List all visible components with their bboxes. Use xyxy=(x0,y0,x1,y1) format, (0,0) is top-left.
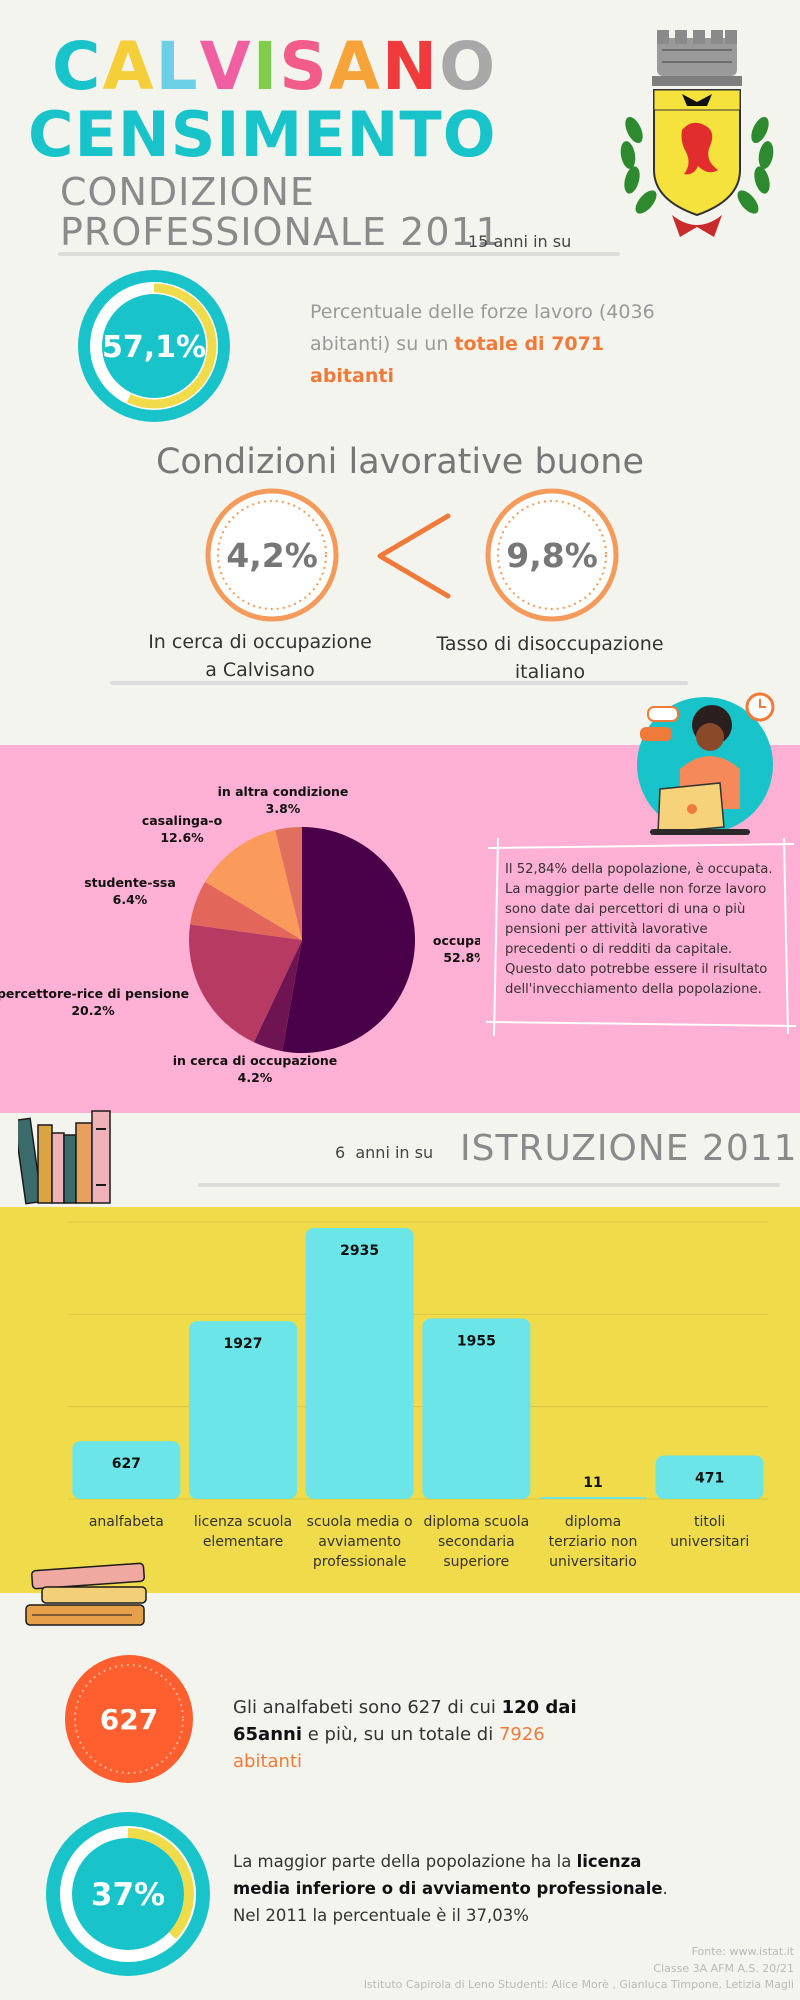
pie-slice-value: 20.2% xyxy=(71,1003,115,1018)
coat-of-arms xyxy=(620,30,774,237)
title-letter: L xyxy=(155,28,200,105)
education-heading: ISTRUZIONE 2011 xyxy=(460,1128,798,1169)
pie-slice-value: 12.6% xyxy=(160,830,204,845)
section-title-line2: PROFESSIONALE 2011 xyxy=(60,210,501,254)
footer-source: Fonte: www.istat.it xyxy=(691,1945,794,1958)
pie-slice xyxy=(282,827,415,1053)
pie-slice-label: studente-ssa xyxy=(84,875,176,890)
bar-value-label: 471 xyxy=(695,1471,724,1487)
conditions-heading: Condizioni lavorative buone xyxy=(155,442,644,482)
bar-category-label: licenza scuola elementare xyxy=(193,1514,293,1550)
illiterate-badge: 627 xyxy=(65,1655,193,1783)
pie-note: Il 52,84% della popolazione, è occupata.… xyxy=(505,862,773,997)
middle-school-percent: 37% xyxy=(91,1877,165,1913)
books-icon xyxy=(18,1110,111,1205)
footer-credits: Istituto Capirola di Leno Studenti: Alic… xyxy=(363,1978,794,1991)
pie-slice xyxy=(189,924,302,1043)
right-stat-circle: 9,8% xyxy=(485,488,619,622)
wreath-icon xyxy=(620,116,774,214)
title-letter: A xyxy=(102,28,156,105)
pie-chart: occupato 52.8% in cerca di occupazione 4.2%… xyxy=(0,784,480,1085)
bar-category-label: diploma scuola secondaria superiore xyxy=(423,1514,530,1570)
middle-school-text: La maggior parte della popolazione ha la… xyxy=(233,1852,668,1925)
pie-slice-value: 3.8% xyxy=(266,801,301,816)
bar-category-label: titoli universitari xyxy=(670,1514,750,1550)
illiterate-text: Gli analfabeti sono 627 di cui 120 dai 6… xyxy=(233,1697,577,1772)
bar-value-label: 627 xyxy=(112,1456,141,1472)
pie-slice xyxy=(205,830,302,940)
pie-slice-label: casalinga-o xyxy=(142,813,223,828)
bar xyxy=(655,1455,764,1499)
bar-value-label: 11 xyxy=(583,1475,602,1491)
pie-slice-value: 6.4% xyxy=(113,892,148,907)
bar-category-label: diploma terziario non universitario xyxy=(548,1514,638,1570)
divider xyxy=(110,681,688,685)
age-note: 15 anni in su xyxy=(468,232,572,251)
less-than-icon xyxy=(377,513,451,599)
title-letter: I xyxy=(252,28,280,105)
right-stat-value: 9,8% xyxy=(506,536,598,575)
middle-school-gauge: 37% xyxy=(46,1812,210,1976)
right-stat-caption: Tasso di disoccupazione italiano xyxy=(436,633,664,683)
bar xyxy=(189,1321,297,1499)
stacked-books-icon xyxy=(25,1562,147,1626)
section-title-line1: CONDIZIONE xyxy=(60,170,315,214)
pie-slice-label: in altra condizione xyxy=(218,784,349,799)
pie-slice-value: 4.2% xyxy=(238,1070,273,1085)
workforce-gauge: 57,1% xyxy=(78,270,230,422)
pie-slice-value: 52.8% xyxy=(443,950,480,965)
bar xyxy=(422,1318,531,1499)
note-frame xyxy=(485,837,797,1037)
education-age-note: 6 anni in su xyxy=(335,1143,434,1162)
bar-value-label: 2935 xyxy=(340,1243,379,1259)
pie-slice xyxy=(190,881,302,940)
census-subtitle: CENSIMENTO xyxy=(28,98,497,171)
title-letter: S xyxy=(279,28,329,105)
bar-category-label: analfabeta xyxy=(88,1514,164,1530)
workforce-percent: 57,1% xyxy=(102,330,206,365)
bar xyxy=(539,1497,647,1499)
pie-slice-label: percettore-rice di pensione xyxy=(0,986,189,1001)
left-stat-caption: In cerca di occupazione a Calvisano xyxy=(148,631,372,681)
left-stat-value: 4,2% xyxy=(226,536,318,575)
divider xyxy=(198,1183,780,1187)
workforce-total: totale di 7071 abitanti xyxy=(310,333,605,387)
workforce-text: Percentuale delle forze lavoro (4036 abi… xyxy=(310,301,655,387)
title-letter: A xyxy=(328,28,382,105)
bar-category-label: scuola media o avviamento professionale xyxy=(306,1514,413,1570)
ribbon-icon xyxy=(672,215,722,237)
crown-icon xyxy=(652,30,742,86)
footer-class: Classe 3A AFM A.S. 20/21 xyxy=(653,1962,794,1975)
pie-slice-label: in cerca di occupazione xyxy=(173,1053,338,1068)
shield-icon xyxy=(653,89,741,217)
illiterate-value: 627 xyxy=(100,1703,158,1736)
title-letter: V xyxy=(199,28,253,105)
title-letter: O xyxy=(439,28,498,105)
bar-value-label: 1955 xyxy=(457,1333,496,1349)
education-bar-chart: 627 1927 2935 1955 11 471 xyxy=(68,1221,768,1500)
bar xyxy=(305,1228,414,1499)
divider xyxy=(58,252,620,256)
worker-illustration xyxy=(637,692,775,835)
title-letter: N xyxy=(381,28,440,105)
bar-value-label: 1927 xyxy=(224,1336,263,1352)
left-stat-circle: 4,2% xyxy=(205,488,339,622)
bar xyxy=(72,1441,181,1499)
pie-slice xyxy=(275,827,302,940)
pie-slice-label: occupato xyxy=(433,933,480,948)
title-letter: C xyxy=(52,28,103,105)
pie-slice xyxy=(253,940,302,1052)
